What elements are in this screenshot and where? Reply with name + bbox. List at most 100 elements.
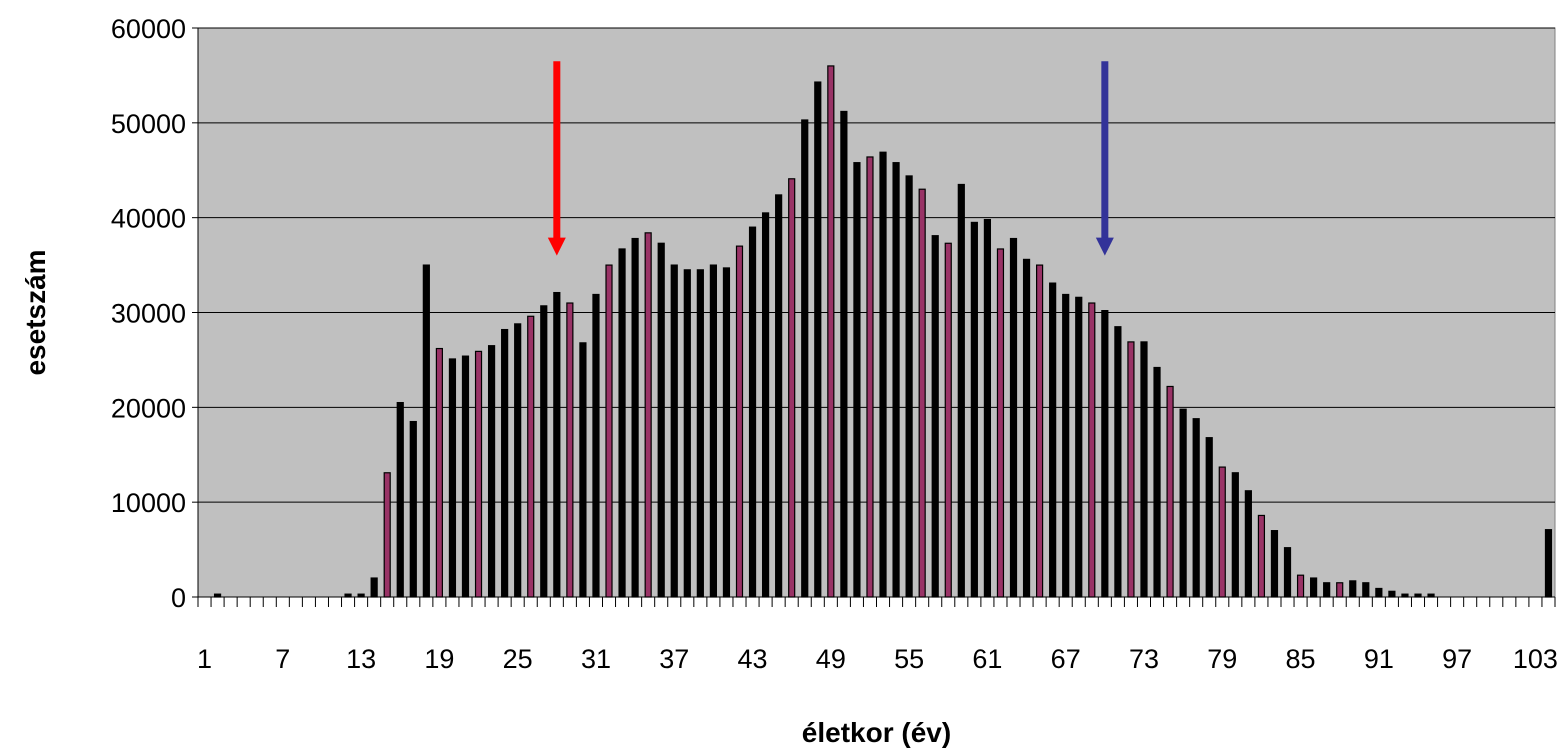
bar-69 <box>1088 302 1096 598</box>
bar-66 <box>1049 282 1057 598</box>
bar-35 <box>644 232 652 598</box>
x-tick-label: 1 <box>197 644 212 674</box>
x-tick-label: 37 <box>659 644 689 674</box>
x-tick-label: 103 <box>1513 644 1558 674</box>
bar-21 <box>461 355 470 598</box>
bar-39 <box>696 269 704 598</box>
bar-40 <box>709 264 718 598</box>
bar-45 <box>775 194 783 598</box>
bar-90 <box>1362 582 1370 598</box>
bar-104 <box>1544 529 1553 598</box>
annotation-arrow <box>1095 61 1114 256</box>
bar-55 <box>905 175 913 598</box>
y-tick-label: 10000 <box>111 488 186 518</box>
bar-46 <box>788 178 796 598</box>
x-tick-label: 91 <box>1364 644 1394 674</box>
bar-20 <box>448 358 457 598</box>
bar-53 <box>879 151 887 598</box>
bars <box>213 65 1553 598</box>
bar-71 <box>1114 326 1122 598</box>
bar-91 <box>1375 587 1383 598</box>
bar-14 <box>370 577 378 598</box>
bar-86 <box>1310 577 1318 598</box>
bar-49 <box>827 65 835 598</box>
x-tick-label: 43 <box>738 644 768 674</box>
annotation-arrow <box>547 61 566 256</box>
bar-15 <box>383 472 391 598</box>
annotations <box>547 61 1114 256</box>
x-tick-label: 13 <box>346 644 376 674</box>
bar-79 <box>1218 466 1226 598</box>
y-tick-label: 20000 <box>111 393 186 423</box>
x-tick-label: 67 <box>1051 644 1081 674</box>
bar-67 <box>1062 293 1070 598</box>
bar-74 <box>1153 366 1161 598</box>
bar-48 <box>814 81 822 598</box>
bar-31 <box>592 293 600 598</box>
bar-44 <box>761 212 770 598</box>
y-tick-label: 30000 <box>111 299 186 329</box>
bar-70 <box>1101 310 1109 598</box>
bar-19 <box>435 347 443 598</box>
bar-78 <box>1205 437 1213 598</box>
bar-57 <box>931 235 939 598</box>
bar-52 <box>866 156 874 598</box>
bar-29 <box>566 302 574 598</box>
bar-64 <box>1022 258 1031 598</box>
bar-36 <box>657 242 665 598</box>
x-tick-label: 31 <box>581 644 611 674</box>
bar-16 <box>396 401 404 598</box>
bar-61 <box>983 218 992 598</box>
bar-25 <box>514 323 522 598</box>
bar-23 <box>487 345 496 598</box>
x-tick-label: 25 <box>503 644 533 674</box>
bar-24 <box>501 328 509 598</box>
x-tick-label: 19 <box>424 644 454 674</box>
bar-77 <box>1192 418 1200 598</box>
bar-51 <box>853 162 861 598</box>
x-tick-label: 85 <box>1286 644 1316 674</box>
x-tick-label: 55 <box>894 644 924 674</box>
bar-37 <box>670 264 678 598</box>
bar-82 <box>1257 514 1266 598</box>
bar-43 <box>748 226 757 598</box>
bar-47 <box>801 119 809 598</box>
x-tick-label: 7 <box>275 644 290 674</box>
bar-72 <box>1127 341 1135 598</box>
y-tick-label: 50000 <box>111 109 186 139</box>
bar-81 <box>1244 490 1252 598</box>
bar-30 <box>579 342 587 598</box>
bar-34 <box>631 237 639 598</box>
bar-73 <box>1140 341 1148 598</box>
x-tick-label: 97 <box>1442 644 1472 674</box>
x-tick-label: 73 <box>1129 644 1159 674</box>
bar-28 <box>553 291 561 598</box>
bar-89 <box>1349 580 1357 598</box>
bar-17 <box>409 420 417 598</box>
bar-63 <box>1009 237 1018 598</box>
bar-42 <box>735 245 744 598</box>
bar-59 <box>957 183 965 598</box>
bar-26 <box>527 315 535 598</box>
bar-88 <box>1336 582 1344 598</box>
bar-58 <box>944 242 952 598</box>
bar-18 <box>422 264 430 598</box>
bar-65 <box>1035 264 1044 598</box>
y-tick-label: 0 <box>171 583 186 613</box>
y-tick-label: 60000 <box>111 14 186 44</box>
y-axis-title: esetszám <box>20 249 51 375</box>
bar-38 <box>683 269 691 598</box>
bar-87 <box>1323 582 1331 598</box>
x-tick-label: 61 <box>972 644 1002 674</box>
bar-32 <box>605 264 613 598</box>
bar-80 <box>1231 472 1239 598</box>
y-tick-label: 40000 <box>111 204 186 234</box>
bar-41 <box>722 267 731 598</box>
bar-76 <box>1179 408 1187 598</box>
bar-54 <box>892 162 900 598</box>
bar-22 <box>474 350 483 598</box>
bar-50 <box>840 110 848 598</box>
bar-92 <box>1388 590 1396 598</box>
x-tick-label: 49 <box>816 644 846 674</box>
